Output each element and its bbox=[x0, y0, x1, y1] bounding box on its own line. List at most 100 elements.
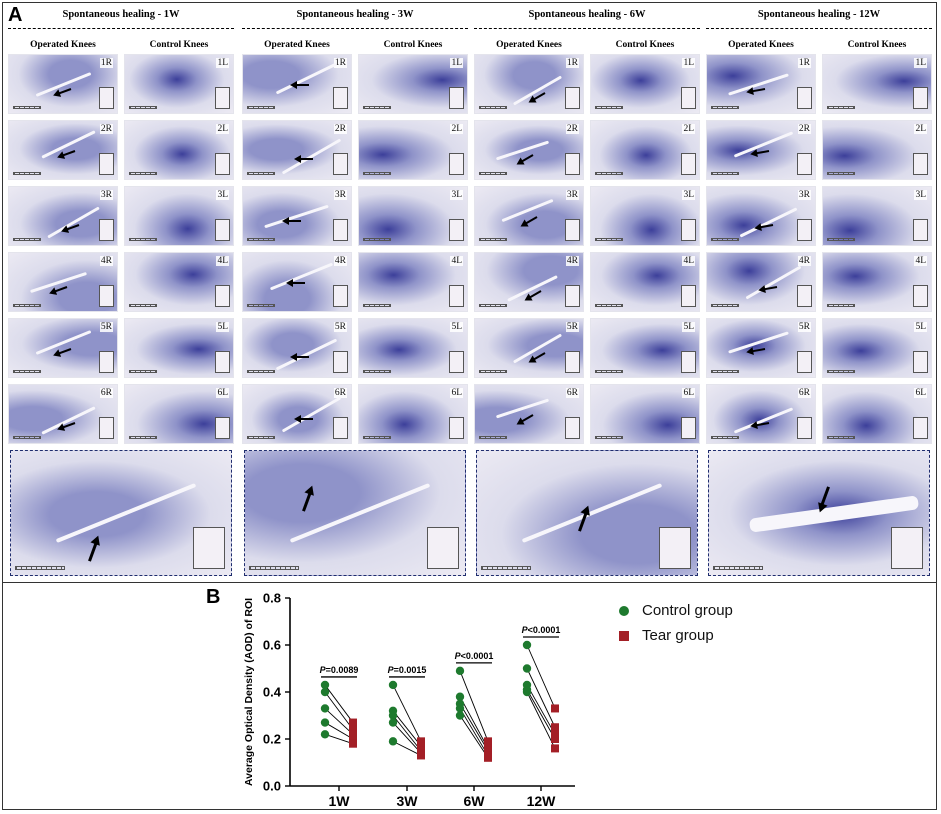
legend-tear: Tear group bbox=[618, 627, 714, 644]
group-title: Spontaneous healing - 6W bbox=[528, 9, 646, 20]
section-label: 6R bbox=[565, 388, 579, 398]
thumbnail-inset bbox=[565, 219, 580, 241]
thumbnail-inset bbox=[99, 219, 114, 241]
operated-knee-section: 2R bbox=[242, 120, 352, 180]
thumbnail-inset bbox=[681, 351, 696, 373]
section-label: 2L bbox=[450, 124, 463, 134]
thumbnail-inset bbox=[99, 153, 114, 175]
scale-bar bbox=[595, 106, 623, 109]
scale-bar bbox=[827, 238, 855, 241]
control-knee-section: 2L bbox=[822, 120, 932, 180]
thumbnail-inset bbox=[913, 351, 928, 373]
scale-bar bbox=[479, 370, 507, 373]
scale-bar bbox=[827, 106, 855, 109]
control-knee-section: 2L bbox=[358, 120, 468, 180]
thumbnail-inset bbox=[215, 351, 230, 373]
section-label: 1L bbox=[682, 58, 695, 68]
control-knee-section: 5L bbox=[822, 318, 932, 378]
scale-bar bbox=[129, 106, 157, 109]
operated-knee-section: 6R bbox=[242, 384, 352, 444]
tear-line bbox=[501, 198, 554, 223]
operated-knee-section: 6R bbox=[474, 384, 584, 444]
tear-line bbox=[35, 72, 92, 97]
section-label: 6L bbox=[682, 388, 695, 398]
control-knee-section: 5L bbox=[358, 318, 468, 378]
thumbnail-inset bbox=[449, 219, 464, 241]
thumbnail-inset bbox=[565, 153, 580, 175]
control-knee-section: 5L bbox=[124, 318, 234, 378]
control-knee-section: 4L bbox=[590, 252, 700, 312]
thumbnail-inset bbox=[913, 153, 928, 175]
thumbnail-inset bbox=[659, 527, 691, 569]
scale-bar bbox=[363, 172, 391, 175]
scale-bar bbox=[595, 436, 623, 439]
section-label: 4L bbox=[450, 256, 463, 266]
scale-bar bbox=[247, 238, 275, 241]
control-knee-section: 2L bbox=[124, 120, 234, 180]
control-knee-section: 1L bbox=[822, 54, 932, 114]
scale-bar bbox=[481, 566, 531, 570]
thumbnail-inset bbox=[913, 417, 928, 439]
operated-knee-section: 4R bbox=[242, 252, 352, 312]
section-label: 2R bbox=[565, 124, 579, 134]
section-label: 3L bbox=[450, 190, 463, 200]
scale-bar bbox=[711, 304, 739, 307]
scale-bar bbox=[363, 106, 391, 109]
scale-bar bbox=[711, 238, 739, 241]
section-label: 6R bbox=[333, 388, 347, 398]
thumbnail-inset bbox=[333, 219, 348, 241]
operated-knee-section: 5R bbox=[8, 318, 118, 378]
section-label: 1L bbox=[216, 58, 229, 68]
thumbnail-inset bbox=[797, 153, 812, 175]
control-knee-section: 1L bbox=[124, 54, 234, 114]
scale-bar bbox=[479, 106, 507, 109]
scale-bar bbox=[13, 304, 41, 307]
section-label: 1L bbox=[450, 58, 463, 68]
scale-bar bbox=[247, 304, 275, 307]
scale-bar bbox=[479, 238, 507, 241]
thumbnail-inset bbox=[913, 285, 928, 307]
control-knee-section: 3L bbox=[124, 186, 234, 246]
tear-line bbox=[41, 130, 96, 159]
tear-line bbox=[47, 206, 100, 239]
section-label: 5L bbox=[914, 322, 927, 332]
section-label: 3R bbox=[333, 190, 347, 200]
section-label: 6L bbox=[450, 388, 463, 398]
scale-bar bbox=[595, 370, 623, 373]
operated-knee-section: 2R bbox=[474, 120, 584, 180]
scale-bar bbox=[249, 566, 299, 570]
scale-bar bbox=[363, 370, 391, 373]
scale-bar bbox=[15, 566, 65, 570]
operated-knee-section: 1R bbox=[706, 54, 816, 114]
control-knee-section: 6L bbox=[358, 384, 468, 444]
section-label: 2L bbox=[682, 124, 695, 134]
thumbnail-inset bbox=[99, 417, 114, 439]
thumbnail-inset bbox=[215, 87, 230, 109]
thumbnail-inset bbox=[215, 417, 230, 439]
legend-tear-marker bbox=[619, 630, 629, 641]
control-knee-section: 3L bbox=[358, 186, 468, 246]
legend-control-marker bbox=[619, 605, 629, 616]
operated-knee-section: 4R bbox=[474, 252, 584, 312]
scale-bar bbox=[247, 436, 275, 439]
tear-line bbox=[521, 483, 663, 543]
scale-bar bbox=[13, 436, 41, 439]
section-label: 2L bbox=[216, 124, 229, 134]
scale-bar bbox=[711, 436, 739, 439]
control-knee-section: 4L bbox=[822, 252, 932, 312]
control-knee-section: 6L bbox=[822, 384, 932, 444]
operated-knee-section: 3R bbox=[706, 186, 816, 246]
section-label: 2L bbox=[914, 124, 927, 134]
operated-knees-heading: Operated Knees bbox=[30, 40, 96, 50]
tear-line bbox=[733, 407, 794, 434]
section-label: 1R bbox=[333, 58, 347, 68]
thumbnail-inset bbox=[797, 87, 812, 109]
operated-knee-section: 4R bbox=[706, 252, 816, 312]
operated-knee-section: 3R bbox=[474, 186, 584, 246]
scale-bar bbox=[247, 172, 275, 175]
control-knees-heading: Control Knees bbox=[383, 40, 443, 50]
thumbnail-inset bbox=[333, 87, 348, 109]
section-label: 5R bbox=[565, 322, 579, 332]
section-label: 4R bbox=[333, 256, 347, 266]
section-label: 6R bbox=[797, 388, 811, 398]
